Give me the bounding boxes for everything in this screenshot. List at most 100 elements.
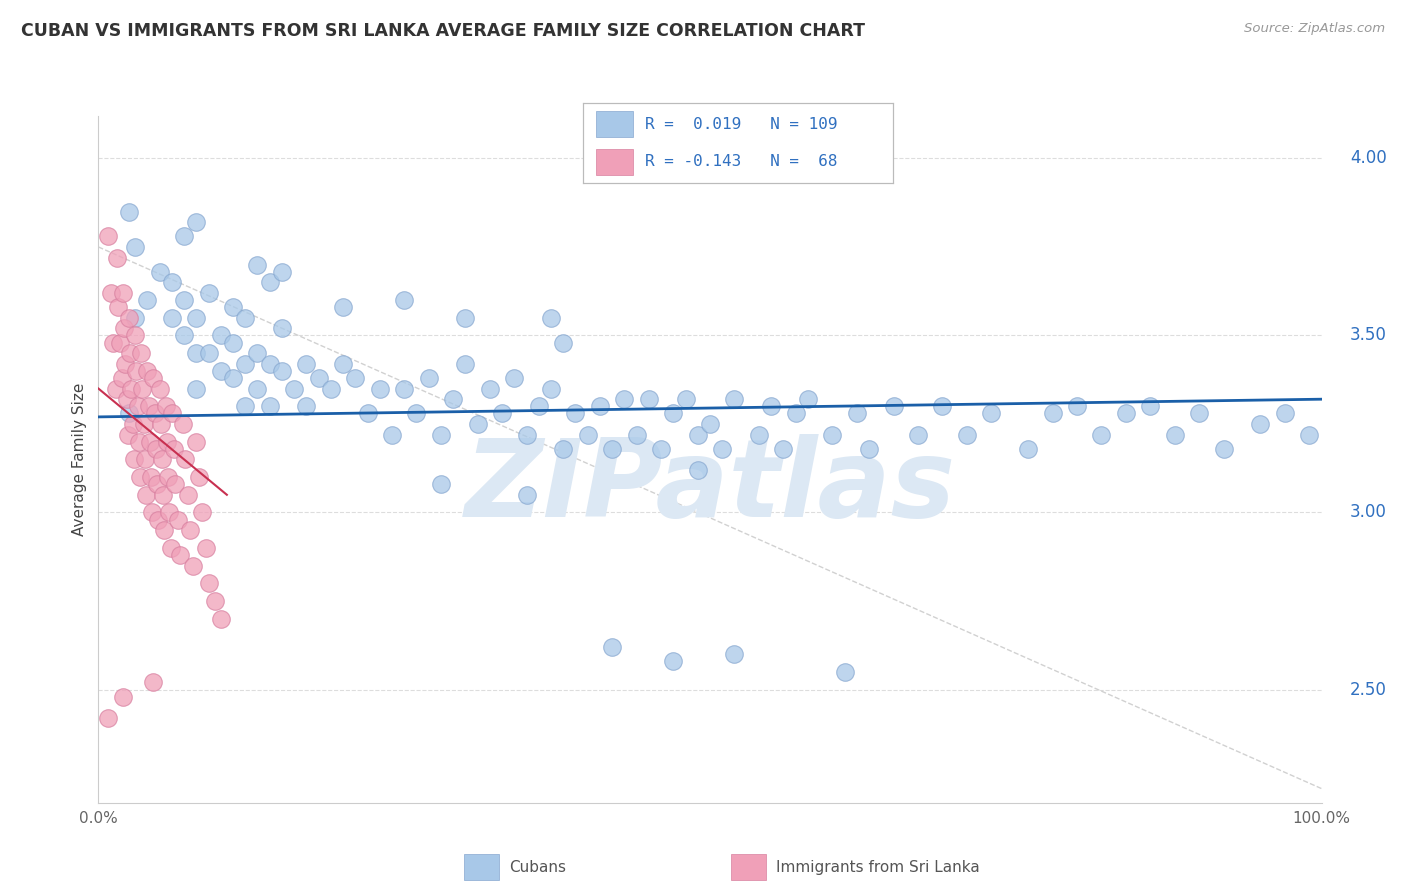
Point [105,251,128,265]
Point [195,541,218,555]
Point [181,558,204,573]
Point [270,364,294,378]
Point [515,427,537,442]
Point [173,229,195,244]
Point [308,371,330,385]
Point [186,382,208,396]
Point [246,382,269,396]
Point [295,399,318,413]
Point [1139,399,1161,413]
Text: Cubans: Cubans [509,860,567,874]
Point [600,640,623,654]
Text: Immigrants from Sri Lanka: Immigrants from Sri Lanka [776,860,980,874]
Point [139,470,162,484]
Point [173,328,195,343]
Point [589,399,612,413]
Point [186,310,208,325]
Point [1274,406,1296,420]
Point [233,357,256,371]
Point [686,427,709,442]
Point [405,406,427,420]
Point [148,512,170,526]
Point [931,399,953,413]
Point [187,470,209,484]
Point [155,399,177,413]
Point [160,276,183,290]
Point [1066,399,1088,413]
Point [124,328,146,343]
Point [97,711,120,725]
Point [344,371,367,385]
Text: R =  0.019   N = 109: R = 0.019 N = 109 [645,117,838,132]
Point [136,293,159,307]
Point [295,357,318,371]
Point [478,382,501,396]
Point [114,357,136,371]
Point [259,276,281,290]
Point [101,335,124,350]
Point [157,470,180,484]
Text: 3.00: 3.00 [1350,503,1386,522]
Point [515,488,537,502]
Point [143,406,166,420]
Point [233,399,256,413]
Point [167,512,190,526]
Point [118,204,141,219]
Point [1212,442,1234,456]
Point [392,382,416,396]
Point [319,382,342,396]
Point [858,442,880,456]
Point [160,406,183,420]
Point [650,442,672,456]
Point [110,335,132,350]
Point [259,399,281,413]
Point [149,265,172,279]
Text: 4.00: 4.00 [1350,150,1386,168]
Point [124,240,146,254]
Point [368,382,391,396]
Bar [596,112,633,137]
Point [139,434,162,449]
Point [711,442,734,456]
Point [381,427,404,442]
Point [136,364,159,378]
Point [149,417,172,431]
Text: 2.50: 2.50 [1350,681,1386,698]
Text: CUBAN VS IMMIGRANTS FROM SRI LANKA AVERAGE FAMILY SIZE CORRELATION CHART: CUBAN VS IMMIGRANTS FROM SRI LANKA AVERA… [21,22,865,40]
Text: R = -0.143   N =  68: R = -0.143 N = 68 [645,154,838,169]
Point [467,417,489,431]
Text: ZIPatlas: ZIPatlas [464,434,956,540]
Point [209,328,232,343]
Point [107,300,129,314]
Point [186,346,208,360]
Point [117,427,139,442]
Point [430,427,453,442]
Point [186,215,208,229]
Point [120,382,142,396]
Point [115,392,138,407]
Point [834,665,856,679]
Point [613,392,636,407]
Point [748,427,770,442]
Point [172,417,194,431]
Point [454,310,477,325]
Point [662,654,685,668]
Point [553,442,575,456]
Point [204,594,226,608]
Point [141,506,163,520]
Point [956,427,979,442]
Point [111,690,134,704]
Point [576,427,599,442]
Point [179,523,201,537]
Point [145,442,167,456]
Point [1090,427,1112,442]
Point [785,406,807,420]
Point [723,392,745,407]
Point [134,452,156,467]
Point [157,506,180,520]
Point [430,477,453,491]
Point [761,399,783,413]
Point [177,488,200,502]
Point [129,346,152,360]
Point [104,382,127,396]
